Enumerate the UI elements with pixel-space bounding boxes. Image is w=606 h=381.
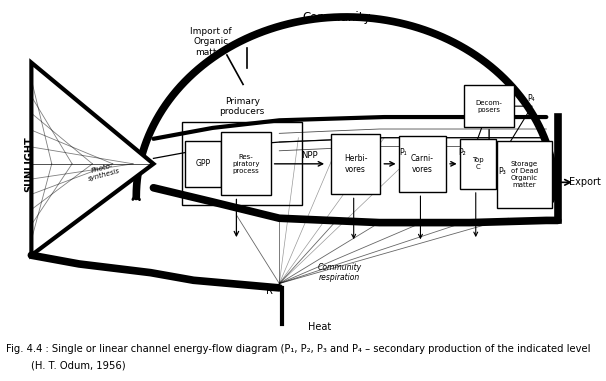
Text: Res-
piratory
process: Res- piratory process	[232, 154, 260, 174]
Bar	[182, 122, 302, 205]
Text: Decom-
posers: Decom- posers	[476, 100, 502, 113]
Text: Herbi-
vores: Herbi- vores	[344, 154, 367, 173]
Text: Top
C: Top C	[472, 157, 484, 170]
Text: R: R	[266, 286, 273, 296]
Text: NPP: NPP	[302, 150, 318, 160]
Bar	[399, 136, 446, 192]
Bar	[459, 139, 496, 189]
Text: Import of
Organic
matter: Import of Organic matter	[190, 27, 231, 56]
Text: (H. T. Odum, 1956): (H. T. Odum, 1956)	[6, 361, 125, 371]
Text: P₂: P₂	[459, 149, 466, 157]
Text: Primary
producers: Primary producers	[219, 96, 265, 116]
Text: P₄: P₄	[527, 94, 535, 103]
Text: P₁: P₁	[399, 149, 407, 157]
Text: Fig. 4.4 : Single or linear channel energy-flow diagram (P₁, P₂, P₃ and P₄ – sec: Fig. 4.4 : Single or linear channel ener…	[6, 344, 591, 354]
Bar	[464, 85, 514, 127]
Text: P₃: P₃	[499, 167, 507, 176]
Polygon shape	[32, 62, 153, 255]
Text: Carni-
vores: Carni- vores	[411, 154, 434, 173]
Text: Community
respiration: Community respiration	[318, 263, 362, 282]
Text: Photo-
synthesis: Photo- synthesis	[85, 161, 121, 182]
Text: GPP: GPP	[196, 159, 211, 168]
Bar	[331, 134, 381, 194]
Text: Heat: Heat	[308, 322, 331, 332]
Text: Export: Export	[569, 177, 601, 187]
Bar	[497, 141, 552, 208]
Text: SUNLIGHT: SUNLIGHT	[24, 136, 34, 192]
Text: Community: Community	[302, 11, 371, 24]
Text: Storage
of Dead
Organic
matter: Storage of Dead Organic matter	[511, 161, 538, 188]
Bar	[185, 141, 221, 187]
Bar	[221, 132, 271, 195]
